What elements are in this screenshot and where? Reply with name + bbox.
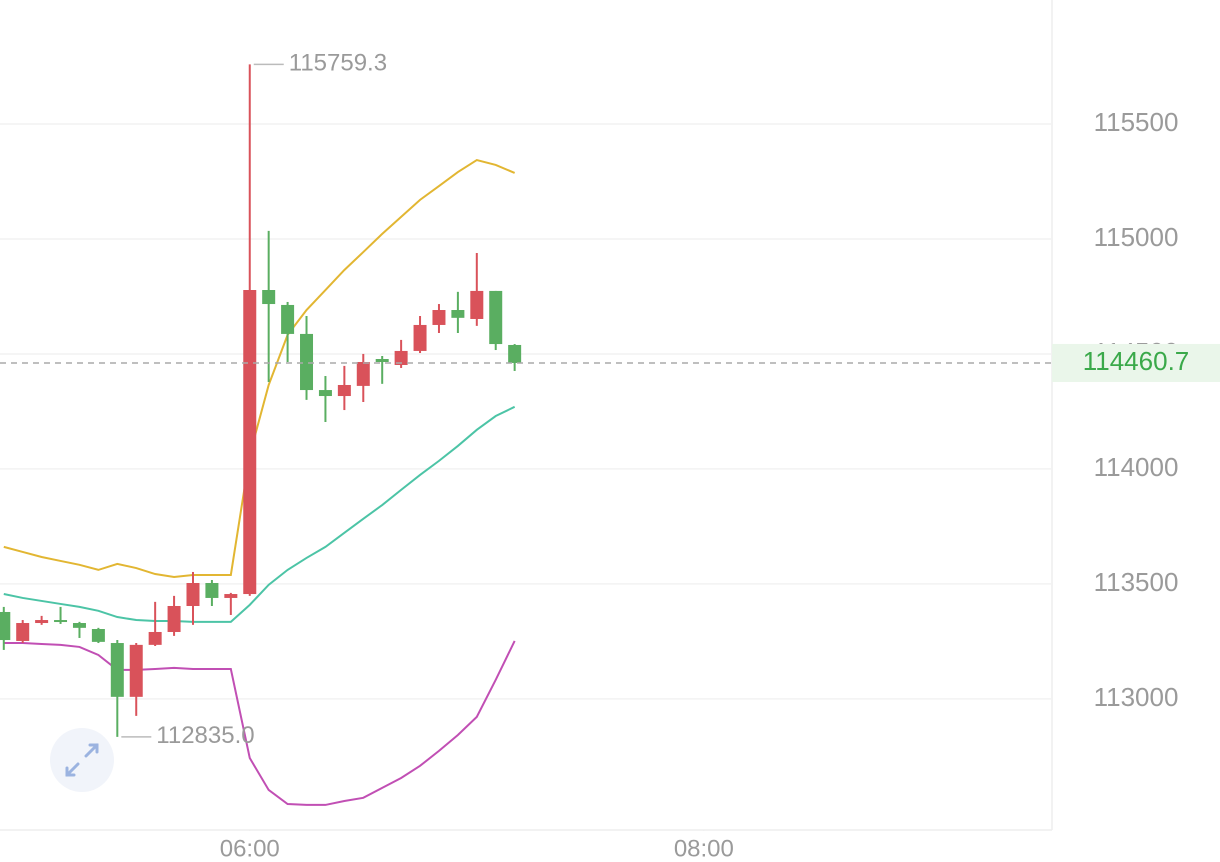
candle-body	[16, 623, 30, 641]
candle-body	[356, 361, 370, 386]
band-line	[3, 640, 516, 806]
extreme-label: 115759.3	[289, 50, 387, 77]
candle-body	[243, 290, 257, 595]
candle-body	[205, 583, 219, 598]
candle-body	[35, 620, 49, 624]
candle-body	[72, 623, 86, 628]
y-tick-label: 113000	[1094, 682, 1179, 712]
candle-body	[375, 358, 389, 362]
y-tick-label: 115000	[1094, 222, 1179, 252]
candle-body	[394, 350, 408, 365]
candle-body	[0, 611, 11, 641]
candle-body	[337, 384, 351, 397]
expand-icon[interactable]	[65, 743, 99, 777]
candle-body	[470, 290, 484, 319]
candle-body	[167, 605, 181, 632]
candle-body	[281, 304, 295, 334]
last-price-label: 114460.7	[1083, 346, 1190, 376]
candle-body	[508, 344, 522, 363]
y-tick-label: 115500	[1094, 107, 1179, 137]
candle-body	[489, 290, 503, 345]
candle-body	[186, 583, 200, 606]
candle-body	[432, 310, 446, 325]
expand-button[interactable]	[50, 728, 114, 792]
band-line	[3, 158, 516, 579]
x-tick-label: 08:00	[674, 835, 734, 862]
y-tick-label: 113500	[1094, 567, 1179, 597]
band-line	[3, 405, 516, 623]
candle-body	[224, 594, 238, 598]
candle-body	[148, 631, 162, 645]
candle-body	[300, 333, 314, 391]
candle-body	[110, 643, 124, 697]
y-tick-label: 114000	[1094, 452, 1179, 482]
last-price-box	[1052, 343, 1220, 382]
candle-body	[54, 620, 68, 623]
x-tick-label: 06:00	[220, 835, 280, 862]
candle-body	[262, 290, 276, 305]
candle-body	[451, 310, 465, 318]
candle-body	[129, 644, 143, 697]
extreme-label: 112835.0	[156, 722, 254, 749]
candle-body	[413, 324, 427, 351]
candle-body	[318, 390, 332, 397]
expand-button-bg[interactable]	[50, 728, 114, 792]
candle-body	[91, 628, 105, 642]
